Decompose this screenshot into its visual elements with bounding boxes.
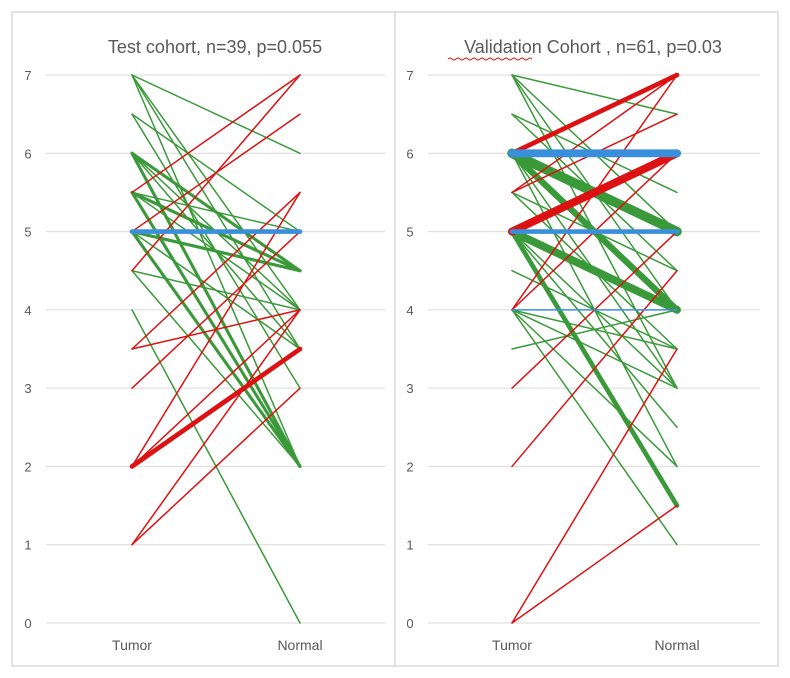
test-cohort-y-tick-label: 0 [24,616,31,631]
test-cohort-lines [129,74,303,624]
validation-cohort-patient-line-decrease [511,309,678,468]
validation-cohort-y-tick-label: 6 [406,146,413,161]
test-cohort-patient-line-decrease [131,74,301,311]
test-cohort-patient-line-decrease [131,74,301,155]
test-cohort-patient-line-increase [131,309,301,546]
test-cohort-tumor-label: Tumor [112,637,152,653]
validation-cohort-y-tick-label: 1 [406,538,413,553]
validation-cohort-y-tick-label: 7 [406,68,413,83]
test-cohort-patient-line-decrease [131,269,301,468]
validation-cohort-patient-line-decrease [511,309,678,350]
test-cohort-frame [11,11,396,667]
validation-cohort-normal-label: Normal [654,637,699,653]
test-cohort-y-tick-label: 3 [24,381,31,396]
test-cohort-patient-line-increase [131,74,301,194]
validation-cohort-y-tick-label: 4 [406,303,413,318]
test-cohort-patient-line-increase [131,191,301,468]
validation-cohort-y-tick-label: 2 [406,459,413,474]
validation-cohort-patient-line-decrease [508,227,681,314]
test-cohort-patient-line-decrease [131,269,301,311]
validation-cohort-patient-line-decrease [511,309,678,546]
validation-cohort-gridlines [428,74,760,624]
test-cohort-y-tick-label: 7 [24,68,31,83]
validation-cohort-title: Validation Cohort , n=61, p=0.03 [464,37,722,57]
validation-cohort-patient-line-decrease [511,309,678,389]
test-cohort-y-tick-label: 1 [24,538,31,553]
test-cohort-patient-line-increase [129,346,303,469]
validation-cohort-patient-line-increase [511,74,678,311]
test-cohort-patient-line-decrease [131,191,301,233]
test-cohort-panel: Test cohort, n=39, p=0.055 0 1 2 3 4 5 6 7 Tumo… [11,11,396,667]
spellcheck-underline [447,57,533,61]
validation-cohort-y-tick-label: 3 [406,381,413,396]
validation-cohort-patient-line-increase [511,504,678,624]
validation-cohort-y-tick-label: 0 [406,616,413,631]
validation-cohort-panel: Validation Cohort , n=61, p=0.03 0 1 2 3 4 5 6… [394,11,779,667]
validation-cohort-patient-line-increase [511,348,678,624]
test-cohort-patient-line-increase [131,230,301,389]
validation-cohort-patient-line-increase [509,72,680,156]
test-cohort-y-tick-label: 2 [24,459,31,474]
validation-cohort-tumor-label: Tumor [492,637,532,653]
test-cohort-normal-label: Normal [277,637,322,653]
validation-cohort-frame [394,11,779,667]
validation-cohort-y-tick-label: 5 [406,225,413,240]
validation-cohort-patient-line-increase [511,269,678,468]
test-cohort-patient-line-increase [131,387,301,546]
test-cohort-patient-line-increase [131,113,301,233]
test-cohort-y-tick-label: 6 [24,146,31,161]
test-cohort-y-axis: 0 1 2 3 4 5 6 7 [24,68,31,631]
test-cohort-patient-line-decrease [130,230,302,468]
test-cohort-title: Test cohort, n=39, p=0.055 [108,37,322,57]
test-cohort-patient-line-increase [131,191,301,350]
validation-cohort-y-axis: 0 1 2 3 4 5 6 7 [406,68,413,631]
validation-cohort-patient-line-increase [511,74,678,194]
test-cohort-y-tick-label: 4 [24,303,31,318]
test-cohort-patient-line-increase [131,309,301,468]
validation-cohort-lines [507,72,682,624]
test-cohort-y-tick-label: 5 [24,225,31,240]
validation-cohort-patient-line-decrease [511,74,678,115]
